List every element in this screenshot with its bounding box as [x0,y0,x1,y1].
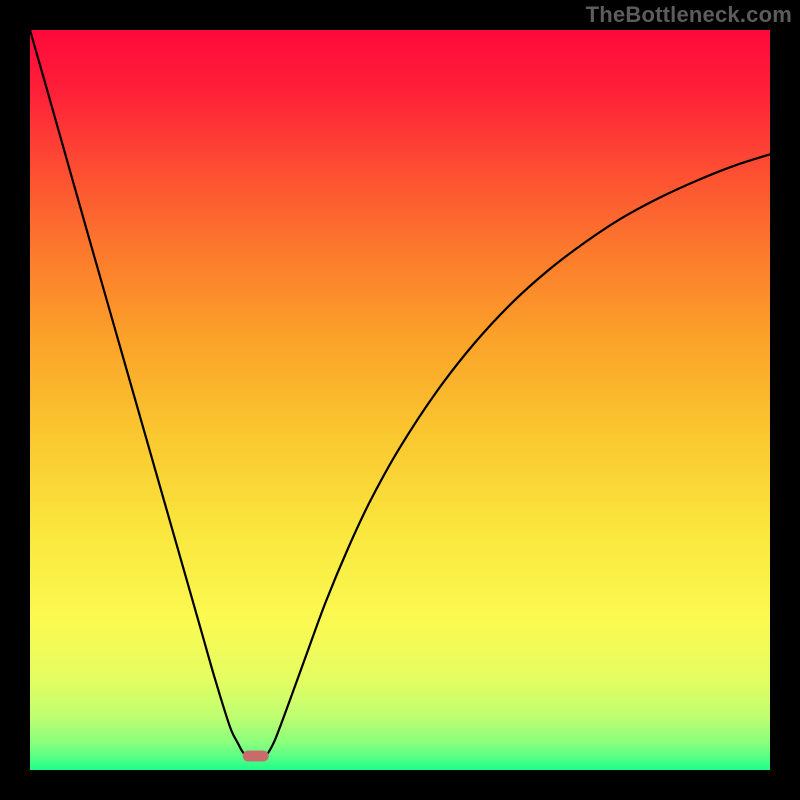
watermark-text: TheBottleneck.com [586,2,792,28]
bottleneck-chart [0,0,800,800]
optimum-marker [243,750,269,761]
chart-gradient-background [30,30,770,770]
